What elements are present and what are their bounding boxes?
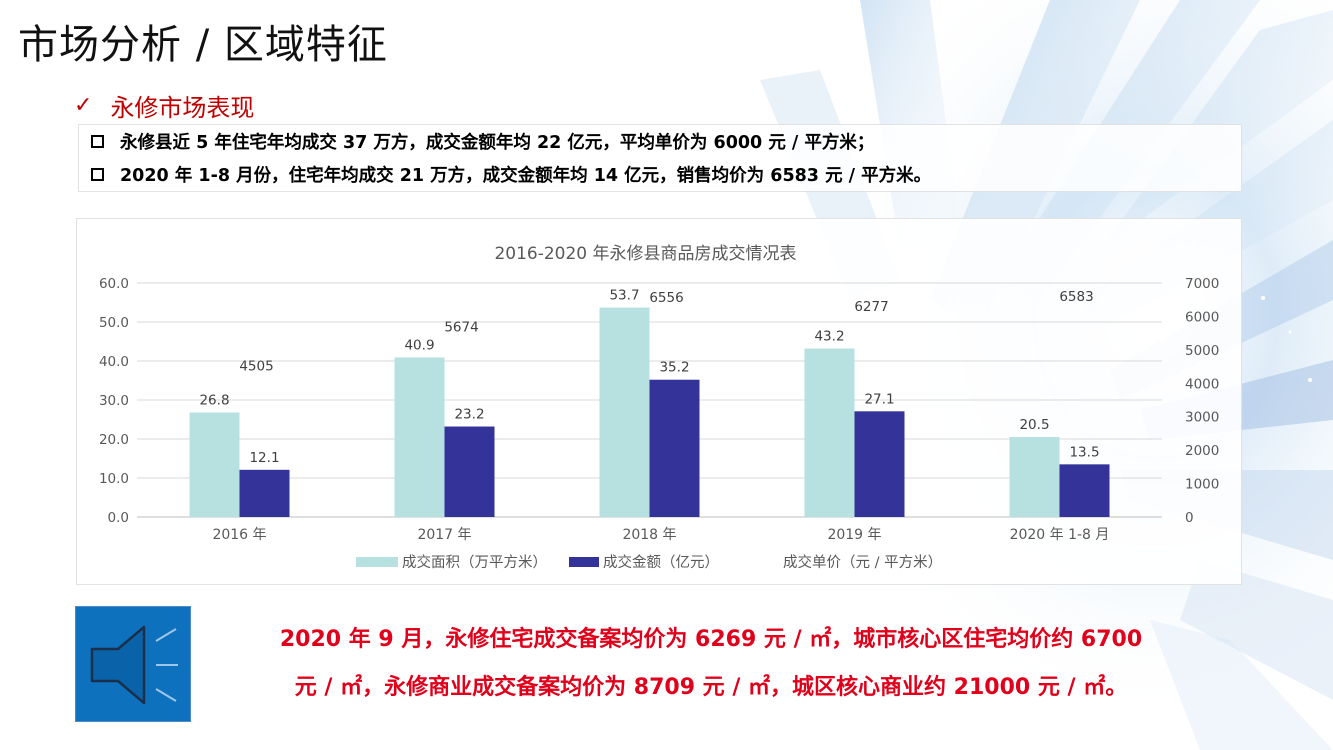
price-note: 2020 年 9 月，永修住宅成交备案均价为 6269 元 / ㎡，城市核心区住… <box>228 616 1194 712</box>
price-label: 6277 <box>854 299 888 315</box>
speaker-button[interactable] <box>75 606 191 722</box>
section-subheading: ✓ 永修市场表现 <box>74 88 254 123</box>
y-right-tick-label: 0 <box>1185 510 1194 526</box>
bar-amount <box>649 379 700 517</box>
bar-chart: 2016-2020 年永修县商品房成交情况表 0.0 10.0 20.0 30.0 40.… <box>99 244 1219 571</box>
y-right-tick-label: 7000 <box>1185 276 1219 292</box>
y-right-tick-label: 4000 <box>1185 376 1219 392</box>
bar-amount-label: 23.2 <box>454 407 484 423</box>
checkmark-icon: ✓ <box>74 93 93 118</box>
bar-amount-label: 35.2 <box>659 360 689 376</box>
legend-label-amount: 成交金额（亿元） <box>603 553 719 571</box>
legend-label-area: 成交面积（万平方米） <box>402 553 547 571</box>
x-tick-label: 2017 年 <box>417 527 471 543</box>
bar-area <box>394 357 445 517</box>
speaker-icon <box>90 625 178 705</box>
bar-amount <box>1059 464 1110 517</box>
price-label: 6583 <box>1059 289 1093 305</box>
chart-container: 2016-2020 年永修县商品房成交情况表 0.0 10.0 20.0 30.0 40.… <box>76 218 1242 585</box>
bar-amount-label: 27.1 <box>864 391 894 407</box>
bullet-text: 永修县近 5 年住宅年均成交 37 万方，成交金额年均 22 亿元，平均单价为 … <box>120 133 875 153</box>
legend-swatch-area <box>356 557 398 567</box>
y-right-tick-label: 1000 <box>1185 477 1219 493</box>
legend-label-price: 成交单价（元 / 平方米） <box>783 553 942 571</box>
x-tick-label: 2018 年 <box>622 527 676 543</box>
bar-amount-label: 13.5 <box>1069 444 1099 460</box>
price-label: 5674 <box>444 319 478 335</box>
bar-area-label: 43.2 <box>814 329 844 345</box>
y-left-tick-label: 0.0 <box>108 510 129 526</box>
bullet-item: 永修县近 5 年住宅年均成交 37 万方，成交金额年均 22 亿元，平均单价为 … <box>79 125 1241 158</box>
y-right-tick-label: 6000 <box>1185 309 1219 325</box>
y-left-tick-label: 60.0 <box>99 276 129 292</box>
note-line: 2020 年 9 月，永修住宅成交备案均价为 6269 元 / ㎡，城市核心区住… <box>279 627 1143 652</box>
bar-area-label: 40.9 <box>404 337 434 353</box>
square-bullet-icon <box>91 135 104 148</box>
y-right-tick-label: 3000 <box>1185 410 1219 426</box>
bullet-text: 2020 年 1-8 月份，住宅年均成交 21 万方，成交金额年均 14 亿元，… <box>120 166 932 186</box>
y-right-tick-label: 5000 <box>1185 343 1219 359</box>
note-line: 元 / ㎡，永修商业成交备案均价为 8709 元 / ㎡，城区核心商业约 210… <box>294 675 1128 700</box>
summary-bullets: 永修县近 5 年住宅年均成交 37 万方，成交金额年均 22 亿元，平均单价为 … <box>78 124 1242 192</box>
bar-amount <box>444 426 495 517</box>
y-right-tick-label: 2000 <box>1185 443 1219 459</box>
bar-area <box>804 348 855 517</box>
y-left-tick-label: 30.0 <box>99 393 129 409</box>
price-label: 6556 <box>649 290 683 306</box>
x-tick-label: 2016 年 <box>212 527 266 543</box>
square-bullet-icon <box>91 168 104 181</box>
chart-title: 2016-2020 年永修县商品房成交情况表 <box>494 244 796 264</box>
x-tick-label: 2020 年 1-8 月 <box>1010 527 1110 543</box>
bar-area-label: 53.7 <box>609 288 639 304</box>
bar-area-label: 20.5 <box>1019 417 1049 433</box>
page-title: 市场分析 / 区域特征 <box>18 22 388 68</box>
bar-amount <box>239 469 290 517</box>
bar-area <box>599 307 650 517</box>
subheading-text: 永修市场表现 <box>110 94 255 122</box>
y-left-tick-label: 50.0 <box>99 315 129 331</box>
y-left-tick-label: 20.0 <box>99 432 129 448</box>
y-left-tick-label: 40.0 <box>99 354 129 370</box>
bullet-item: 2020 年 1-8 月份，住宅年均成交 21 万方，成交金额年均 14 亿元，… <box>79 158 1241 191</box>
bar-area-label: 26.8 <box>199 392 229 408</box>
bar-area <box>189 412 240 517</box>
bar-area <box>1009 437 1060 517</box>
bar-amount <box>854 411 905 517</box>
price-label: 4505 <box>239 358 273 374</box>
bar-amount-label: 12.1 <box>249 450 279 466</box>
y-left-tick-label: 10.0 <box>99 471 129 487</box>
legend-swatch-amount <box>569 557 599 567</box>
x-tick-label: 2019 年 <box>827 527 881 543</box>
